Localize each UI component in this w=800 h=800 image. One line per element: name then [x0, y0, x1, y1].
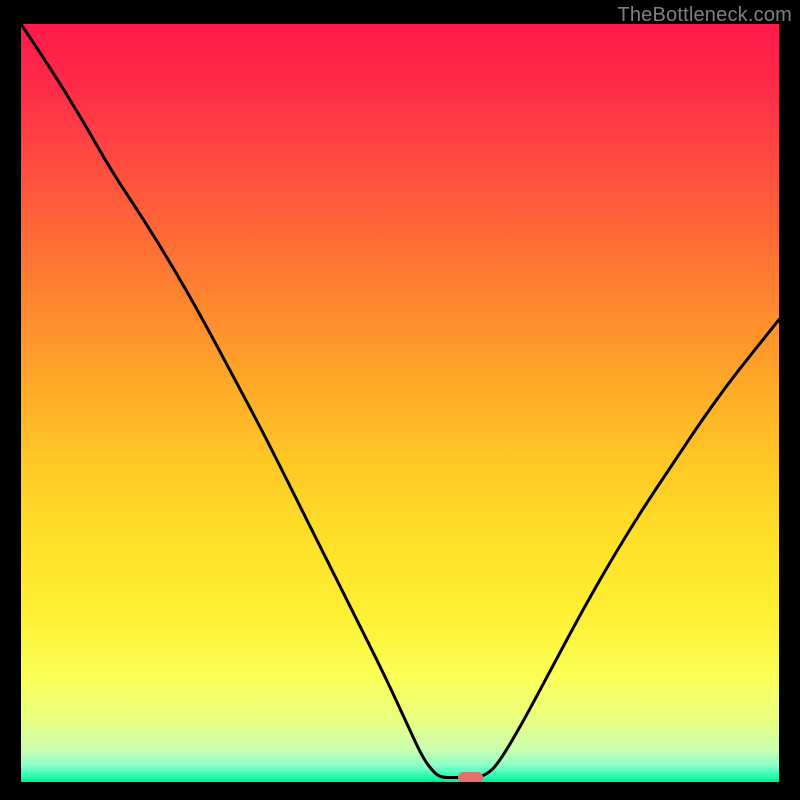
optimum-marker [458, 772, 482, 782]
bottleneck-curve [21, 24, 779, 782]
chart-frame: TheBottleneck.com [0, 0, 800, 800]
plot-area [21, 24, 779, 782]
watermark-text: TheBottleneck.com [617, 4, 792, 27]
gradient-background [21, 24, 779, 782]
